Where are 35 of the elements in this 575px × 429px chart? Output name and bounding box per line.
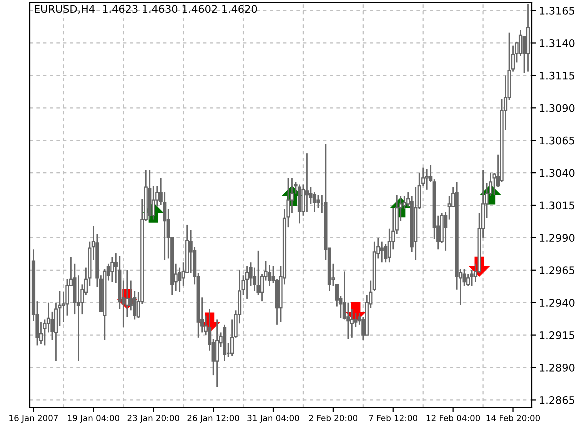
- y-tick-label: 1.2915: [540, 332, 574, 340]
- candlestick: [110, 256, 114, 283]
- candlestick: [152, 185, 156, 220]
- x-tick-label: 12 Feb 04:00: [426, 414, 480, 422]
- candlestick: [312, 192, 317, 213]
- candlestick: [268, 264, 272, 287]
- x-tick-label: 23 Jan 20:00: [128, 415, 180, 423]
- candlestick: [216, 319, 220, 388]
- y-tick-label: 1.2940: [540, 299, 575, 307]
- x-tick-label: 26 Jan 12:00: [188, 415, 240, 423]
- candlestick: [425, 168, 429, 191]
- x-tick-label: 16 Jan 2007: [10, 415, 58, 423]
- y-tick-label: 1.2965: [540, 266, 574, 275]
- candlestick: [380, 241, 384, 264]
- y-tick-label: 1.3015: [540, 202, 574, 210]
- y-tick-label: 1.3065: [540, 136, 574, 145]
- y-tick-label: 1.2890: [540, 364, 575, 372]
- candlestick: [256, 250, 260, 296]
- x-tick-label: 19 Jan 04:00: [68, 415, 120, 423]
- y-tick-label: 1.3140: [540, 39, 575, 48]
- chart-title: EURUSD,H4 1.4623 1.4630 1.4602 1.4620: [35, 5, 258, 14]
- y-tick-label: 1.2865: [540, 396, 574, 404]
- candlestick: [470, 270, 474, 287]
- candlestick: [354, 312, 358, 328]
- y-tick-label: 1.3040: [540, 169, 575, 178]
- candlestick: [245, 266, 250, 300]
- y-tick-label: 1.3115: [540, 72, 574, 80]
- y-tick-label: 1.3090: [540, 104, 575, 112]
- x-tick-label: 14 Feb 20:00: [486, 414, 540, 422]
- y-tick-label: 1.2990: [540, 234, 575, 242]
- candlestick: [305, 152, 310, 213]
- x-tick-label: 31 Jan 04:00: [248, 415, 300, 423]
- x-tick-label: 2 Feb 20:00: [309, 414, 358, 422]
- x-tick-label: 7 Feb 12:00: [369, 414, 418, 422]
- y-tick-label: 1.3165: [540, 7, 574, 15]
